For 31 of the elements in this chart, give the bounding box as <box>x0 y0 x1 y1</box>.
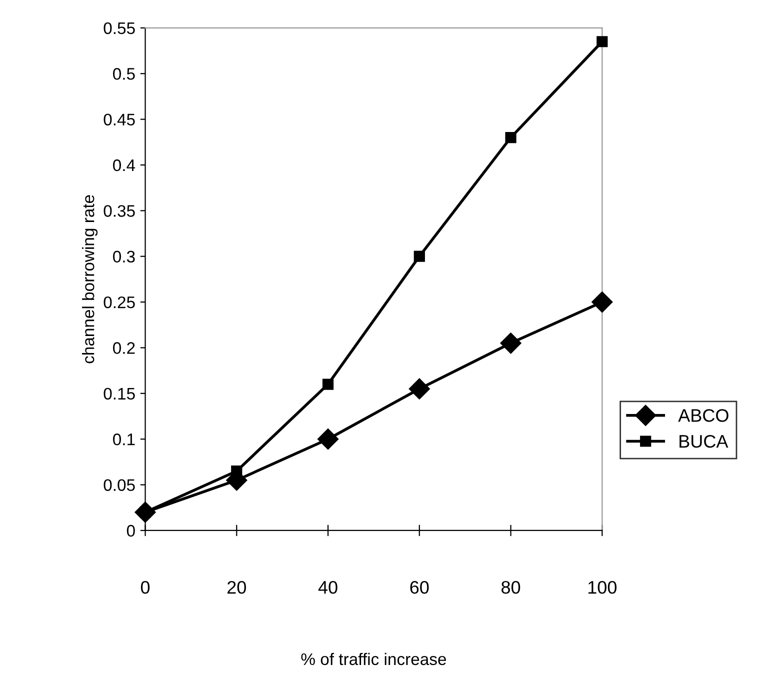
x-tick-label: 80 <box>502 580 520 594</box>
point <box>592 292 613 313</box>
x-tick-label: 40 <box>318 580 338 594</box>
x-tick-label: 100 <box>588 580 617 594</box>
y-tick-label: 0.2 <box>113 342 135 354</box>
y-tick-label: 0.15 <box>104 388 135 400</box>
y-tick-label: 0.05 <box>104 479 135 491</box>
point <box>596 36 608 48</box>
point <box>505 132 516 144</box>
y-tick-label: 0.1 <box>113 434 135 446</box>
point <box>231 466 242 477</box>
y-tick-label: 0.25 <box>104 296 135 308</box>
point <box>500 332 522 354</box>
legend-label: BUCA <box>680 434 728 448</box>
x-tick-label: 60 <box>410 580 429 594</box>
x-axis-title: % of traffic increase <box>301 652 446 666</box>
legend-label: ABCO <box>678 409 728 422</box>
y-tick-label: 0.35 <box>104 205 135 217</box>
point <box>408 378 430 400</box>
y-tick-label: 0.55 <box>104 22 135 34</box>
y-tick-label: 0.5 <box>113 68 135 80</box>
x-tick-label: 0 <box>140 580 150 594</box>
y-axis-title: channel borrowing rate <box>82 195 98 364</box>
y-tick-label: 0.45 <box>104 114 135 126</box>
y-tick-label: 0.3 <box>113 250 135 263</box>
y-tick-label: 0.4 <box>113 159 136 172</box>
point <box>414 250 425 262</box>
x-tick-label: 20 <box>228 580 246 594</box>
y-tick-label: 0 <box>126 524 135 537</box>
point <box>318 428 339 450</box>
point <box>322 378 334 390</box>
